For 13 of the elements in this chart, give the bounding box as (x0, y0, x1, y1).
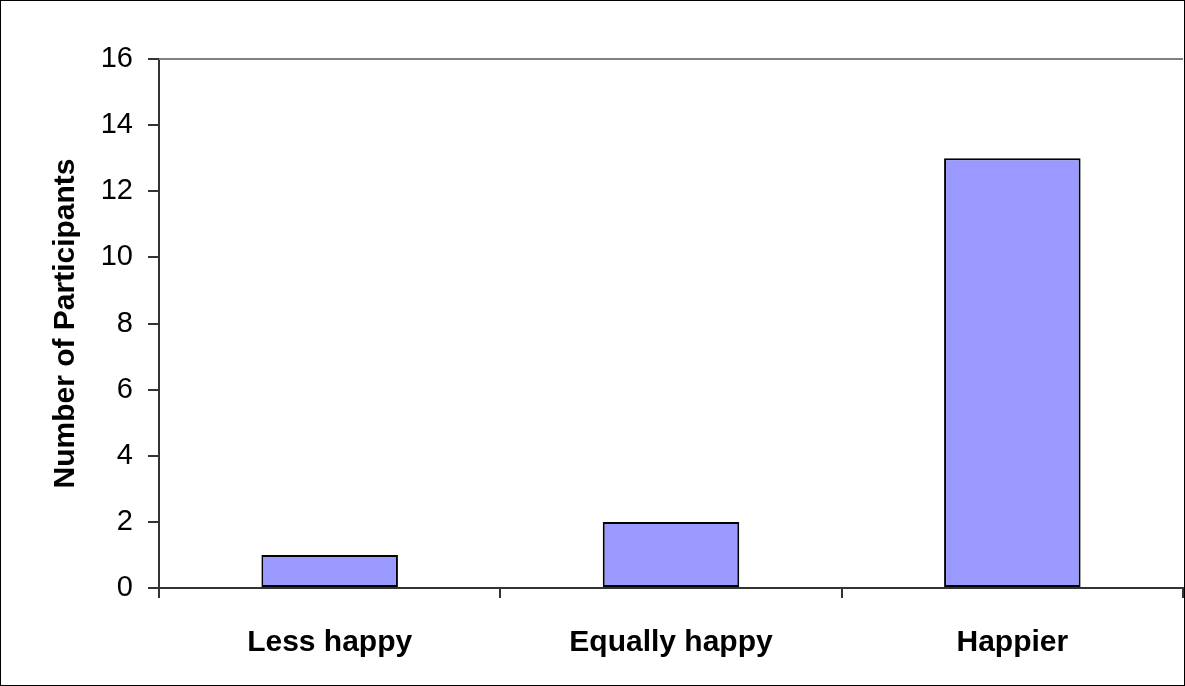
y-axis-title: Number of Participants (47, 158, 81, 489)
y-tick-label: 10 (100, 239, 133, 272)
y-tick-label: 0 (116, 570, 133, 602)
x-tick-label: Equally happy (569, 624, 773, 658)
y-tick-label: 6 (116, 371, 133, 404)
y-tick-label: 2 (116, 503, 133, 536)
x-tick-label: Less happy (247, 624, 413, 658)
x-tick-label: Happier (956, 624, 1069, 658)
y-tick-label: 4 (116, 437, 133, 470)
y-tick-label: 16 (100, 41, 133, 73)
y-tick-label: 8 (116, 305, 133, 338)
y-tick-label: 14 (100, 107, 133, 140)
y-tick-label: 12 (100, 173, 133, 206)
